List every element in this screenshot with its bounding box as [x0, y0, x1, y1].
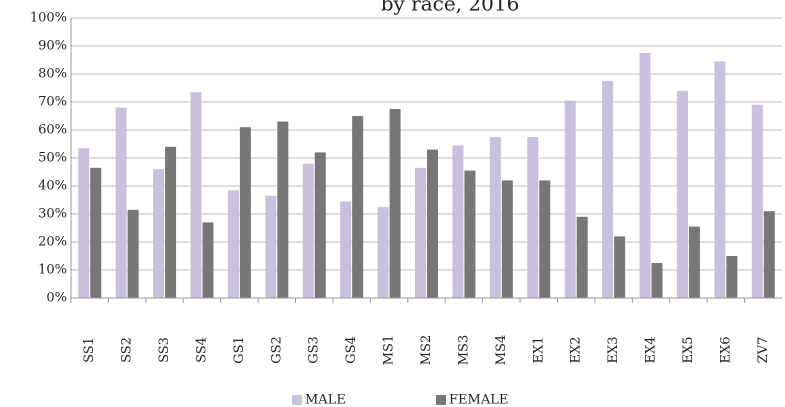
bar-female-ms1	[389, 109, 401, 298]
bar-male-ex4	[639, 53, 651, 298]
x-category-label: SS1	[82, 337, 97, 363]
legend-swatch-male	[292, 395, 302, 405]
bar-female-ms3	[464, 170, 476, 298]
bar-female-zv7	[763, 211, 775, 298]
bar-male-ex2	[564, 100, 576, 298]
y-tick-label: 30%	[38, 207, 67, 222]
bar-male-ms1	[377, 207, 389, 298]
y-tick-label: 60%	[38, 123, 67, 138]
bar-male-ms3	[452, 145, 464, 298]
x-category-label: MS4	[494, 335, 509, 366]
x-category-label: SS2	[120, 337, 135, 363]
bar-female-ss2	[127, 209, 139, 298]
bar-male-ex6	[714, 61, 726, 299]
bar-male-gs2	[265, 195, 277, 298]
legend-swatch-female	[436, 395, 446, 405]
bar-female-ex3	[614, 236, 626, 298]
x-category-label: EX2	[569, 336, 584, 363]
bar-male-gs3	[302, 163, 314, 298]
x-category-label: MS1	[382, 335, 397, 366]
bar-male-ss1	[78, 148, 90, 298]
bar-female-gs4	[352, 116, 364, 298]
bar-female-ss4	[202, 222, 214, 298]
bar-female-gs3	[314, 152, 326, 298]
bar-male-ex3	[602, 81, 614, 298]
chart-title: by race, 2016	[381, 0, 520, 16]
bar-male-ss3	[153, 169, 165, 298]
y-tick-label: 20%	[38, 235, 67, 250]
y-tick-label: 70%	[38, 95, 67, 110]
bars	[78, 53, 775, 299]
bar-male-gs1	[227, 190, 239, 298]
y-tick-label: 40%	[38, 179, 67, 194]
legend: MALE FEMALE	[292, 393, 508, 407]
bar-female-ex4	[651, 263, 663, 298]
x-category-label: EX1	[531, 336, 546, 363]
bar-male-ms2	[415, 167, 426, 298]
bar-female-ex1	[539, 180, 551, 298]
y-axis-tick-labels: 0% 10% 20% 30% 40% 50% 60% 70% 80% 90% 100%	[30, 11, 67, 306]
y-tick-label: 90%	[38, 39, 67, 54]
x-category-label: SS3	[157, 337, 172, 363]
x-category-label: EX4	[644, 336, 659, 363]
bar-female-ms4	[501, 180, 513, 298]
x-category-label: ZV7	[756, 337, 771, 364]
legend-label-male: MALE	[305, 393, 346, 407]
legend-label-female: FEMALE	[449, 393, 508, 407]
bar-female-gs1	[239, 127, 251, 298]
bar-male-ex5	[676, 90, 688, 298]
y-tick-label: 100%	[30, 11, 67, 26]
bar-male-zv7	[751, 104, 763, 298]
x-axis	[70, 18, 782, 303]
bar-female-ms2	[427, 149, 438, 298]
bar-female-ss1	[90, 167, 102, 298]
x-category-label: GS4	[344, 336, 359, 364]
bar-female-ex5	[688, 226, 700, 298]
bar-female-gs2	[277, 121, 289, 298]
x-category-label: SS4	[194, 337, 209, 363]
y-tick-label: 50%	[38, 151, 67, 166]
y-tick-label: 0%	[46, 291, 67, 306]
bar-male-gs4	[340, 201, 352, 298]
bar-male-ms4	[489, 137, 501, 298]
bar-male-ex1	[527, 137, 539, 298]
bar-female-ex2	[576, 216, 588, 298]
x-category-label: MS3	[456, 335, 471, 366]
bar-male-ss4	[190, 92, 202, 298]
x-category-label: EX6	[718, 336, 733, 363]
bar-female-ss3	[165, 146, 177, 298]
bar-male-ss2	[115, 107, 127, 298]
bar-female-ex6	[726, 256, 738, 298]
x-category-label: MS2	[419, 335, 434, 366]
y-tick-label: 80%	[38, 67, 67, 82]
x-axis-category-labels: SS1 SS2 SS3 SS4 GS1 GS2 GS3 GS4 MS1 MS2 MS3 MS4 EX1 E…	[82, 335, 771, 366]
x-category-label: GS1	[232, 336, 247, 364]
x-category-label: EX5	[681, 336, 696, 363]
x-category-label: GS2	[269, 336, 284, 364]
gridlines	[71, 17, 782, 299]
y-tick-label: 10%	[38, 263, 67, 278]
x-category-label: GS3	[307, 336, 322, 364]
x-category-label: EX3	[606, 336, 621, 363]
